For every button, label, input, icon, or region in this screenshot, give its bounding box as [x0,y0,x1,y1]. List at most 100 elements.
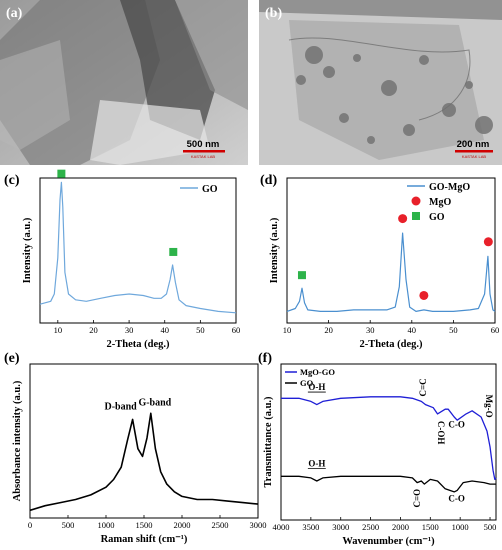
tem-b-top-edge [259,0,502,20]
series-line-mgo-go [281,396,497,481]
legend-marker-mgo [411,196,421,206]
x-tick-label: 2000 [174,520,191,530]
x-axis-label: Raman shift (cm⁻¹) [101,534,188,545]
tem-b-particle [305,46,323,64]
annotation-c-o-double: C=O [412,489,422,508]
panel-a-scale-text: 500 nm [187,139,220,150]
panel-a-scale-bar [183,150,225,153]
legend-label-mgo-go: MgO-GO [300,367,335,377]
tem-b-particle [475,116,493,134]
panel-e-chart: (e) 0 500 1000 1500 2000 2500 3000 Raman shift (… [4,351,267,545]
legend-marker-go [412,212,420,220]
tem-b-particles [296,46,493,144]
x-tick-label: 1000 [98,520,115,530]
x-tick-label: 2000 [392,522,409,532]
tem-b-particle [465,81,473,89]
x-tick-label: 50 [449,325,458,335]
plot-frame [39,177,237,324]
x-tick-label: 500 [62,520,75,530]
panel-a-scale-sub: KASTAK LAB [191,154,215,159]
panel-a-label: (a) [6,6,23,21]
annotation-d-band: D-band [104,401,137,412]
x-tick-label: 50 [196,325,205,335]
legend-label-go: GO [300,378,314,388]
x-axis-label: 2-Theta (deg.) [360,339,423,350]
annotation-o-h-mgo-go: O-H [308,382,325,392]
panel-b-tem-image: (b) 200 nm KASTAK LAB [259,0,502,165]
tem-a-light-region [0,40,70,150]
tem-b-wrinkle [288,37,471,121]
annotation-c-c: C=C [418,378,428,396]
annotation-c-oh: C-OH [436,421,446,445]
x-tick-label: 2500 [212,520,229,530]
x-tick-label: 30 [125,325,134,335]
x-tick-label: 3000 [332,522,349,532]
panel-e-label: (e) [4,351,20,366]
legend-label-go: GO [202,184,218,195]
x-tick-label: 30 [366,325,375,335]
series-line-go [39,181,237,314]
annotation-o-h-go: O-H [308,459,325,469]
tem-b-particle [323,66,335,78]
legend-label-go-mgo: GO-MgO [429,182,470,193]
panel-c-label: (c) [4,173,20,188]
x-tick-label: 500 [484,522,497,532]
plot-frame [280,363,497,521]
x-tick-label: 3000 [250,520,267,530]
x-tick-label: 20 [89,325,98,335]
tem-b-particle [403,124,415,136]
tem-b-particle [381,80,397,96]
x-tick-label: 1500 [136,520,153,530]
panel-d-chart: (d) 10 20 30 40 50 60 2-Theta (deg.) Intensity (… [260,173,500,350]
x-tick-label: 1500 [422,522,439,532]
panel-f-label: (f) [258,351,272,366]
panel-b-scale-sub: KASTAK LAB [462,154,486,159]
tem-b-particle [353,54,361,62]
mgo-marker-circle [483,237,493,247]
x-tick-label: 60 [491,325,500,335]
plot-frame [286,177,496,324]
legend-label-mgo: MgO [429,197,451,208]
x-tick-label: 2500 [362,522,379,532]
panel-b-label: (b) [265,6,282,21]
y-axis-label: Intensity (a.u.) [269,217,280,283]
annotation-g-band: G-band [138,397,171,408]
y-axis-label: Absorbance intensity (a.u.) [12,380,23,501]
tem-b-particle [419,55,429,65]
y-axis-label: Intensity (a.u.) [22,217,33,283]
series-line-raman [29,412,259,512]
panel-c-chart: (c) 10 20 30 40 50 60 2-Theta (deg.) Intensity (… [4,169,241,350]
tem-a-region [175,0,248,110]
tem-b-particle [339,113,349,123]
x-tick-label: 0 [28,520,32,530]
tem-b-particle [367,136,375,144]
x-tick-label: 1000 [452,522,469,532]
y-axis-label: Transmittance (a.u.) [263,396,274,488]
tem-b-particle [296,75,306,85]
x-tick-label: 20 [324,325,333,335]
tem-b-particle [442,103,456,117]
x-tick-label: 60 [232,325,241,335]
series-line-go [281,475,496,493]
x-tick-label: 10 [283,325,292,335]
go-marker-square [57,169,66,178]
annotation-c-o-go: C-O [448,494,465,504]
panel-b-scale-text: 200 nm [457,139,490,150]
x-tick-label: 40 [160,325,169,335]
x-tick-label: 3500 [302,522,319,532]
tem-a-fold [120,0,215,140]
panel-a-tem-image: (a) 500 nm KASTAK LAB [0,0,248,165]
mgo-marker-circle [419,290,429,300]
go-marker-square [297,271,306,280]
x-axis-label: Wavenumber (cm⁻¹) [342,536,435,547]
mgo-marker-circle [398,214,408,224]
x-axis-label: 2-Theta (deg.) [107,339,170,350]
annotation-mg-o: Mg-O [484,395,494,418]
panel-d-label: (d) [260,173,277,188]
legend-label-go: GO [429,212,445,223]
panel-f-chart: (f) 4000 3500 3000 2500 2000 1500 1000 500 Wavenu… [258,351,497,547]
go-marker-square [169,247,178,256]
x-tick-label: 10 [54,325,63,335]
x-tick-label: 4000 [273,522,290,532]
